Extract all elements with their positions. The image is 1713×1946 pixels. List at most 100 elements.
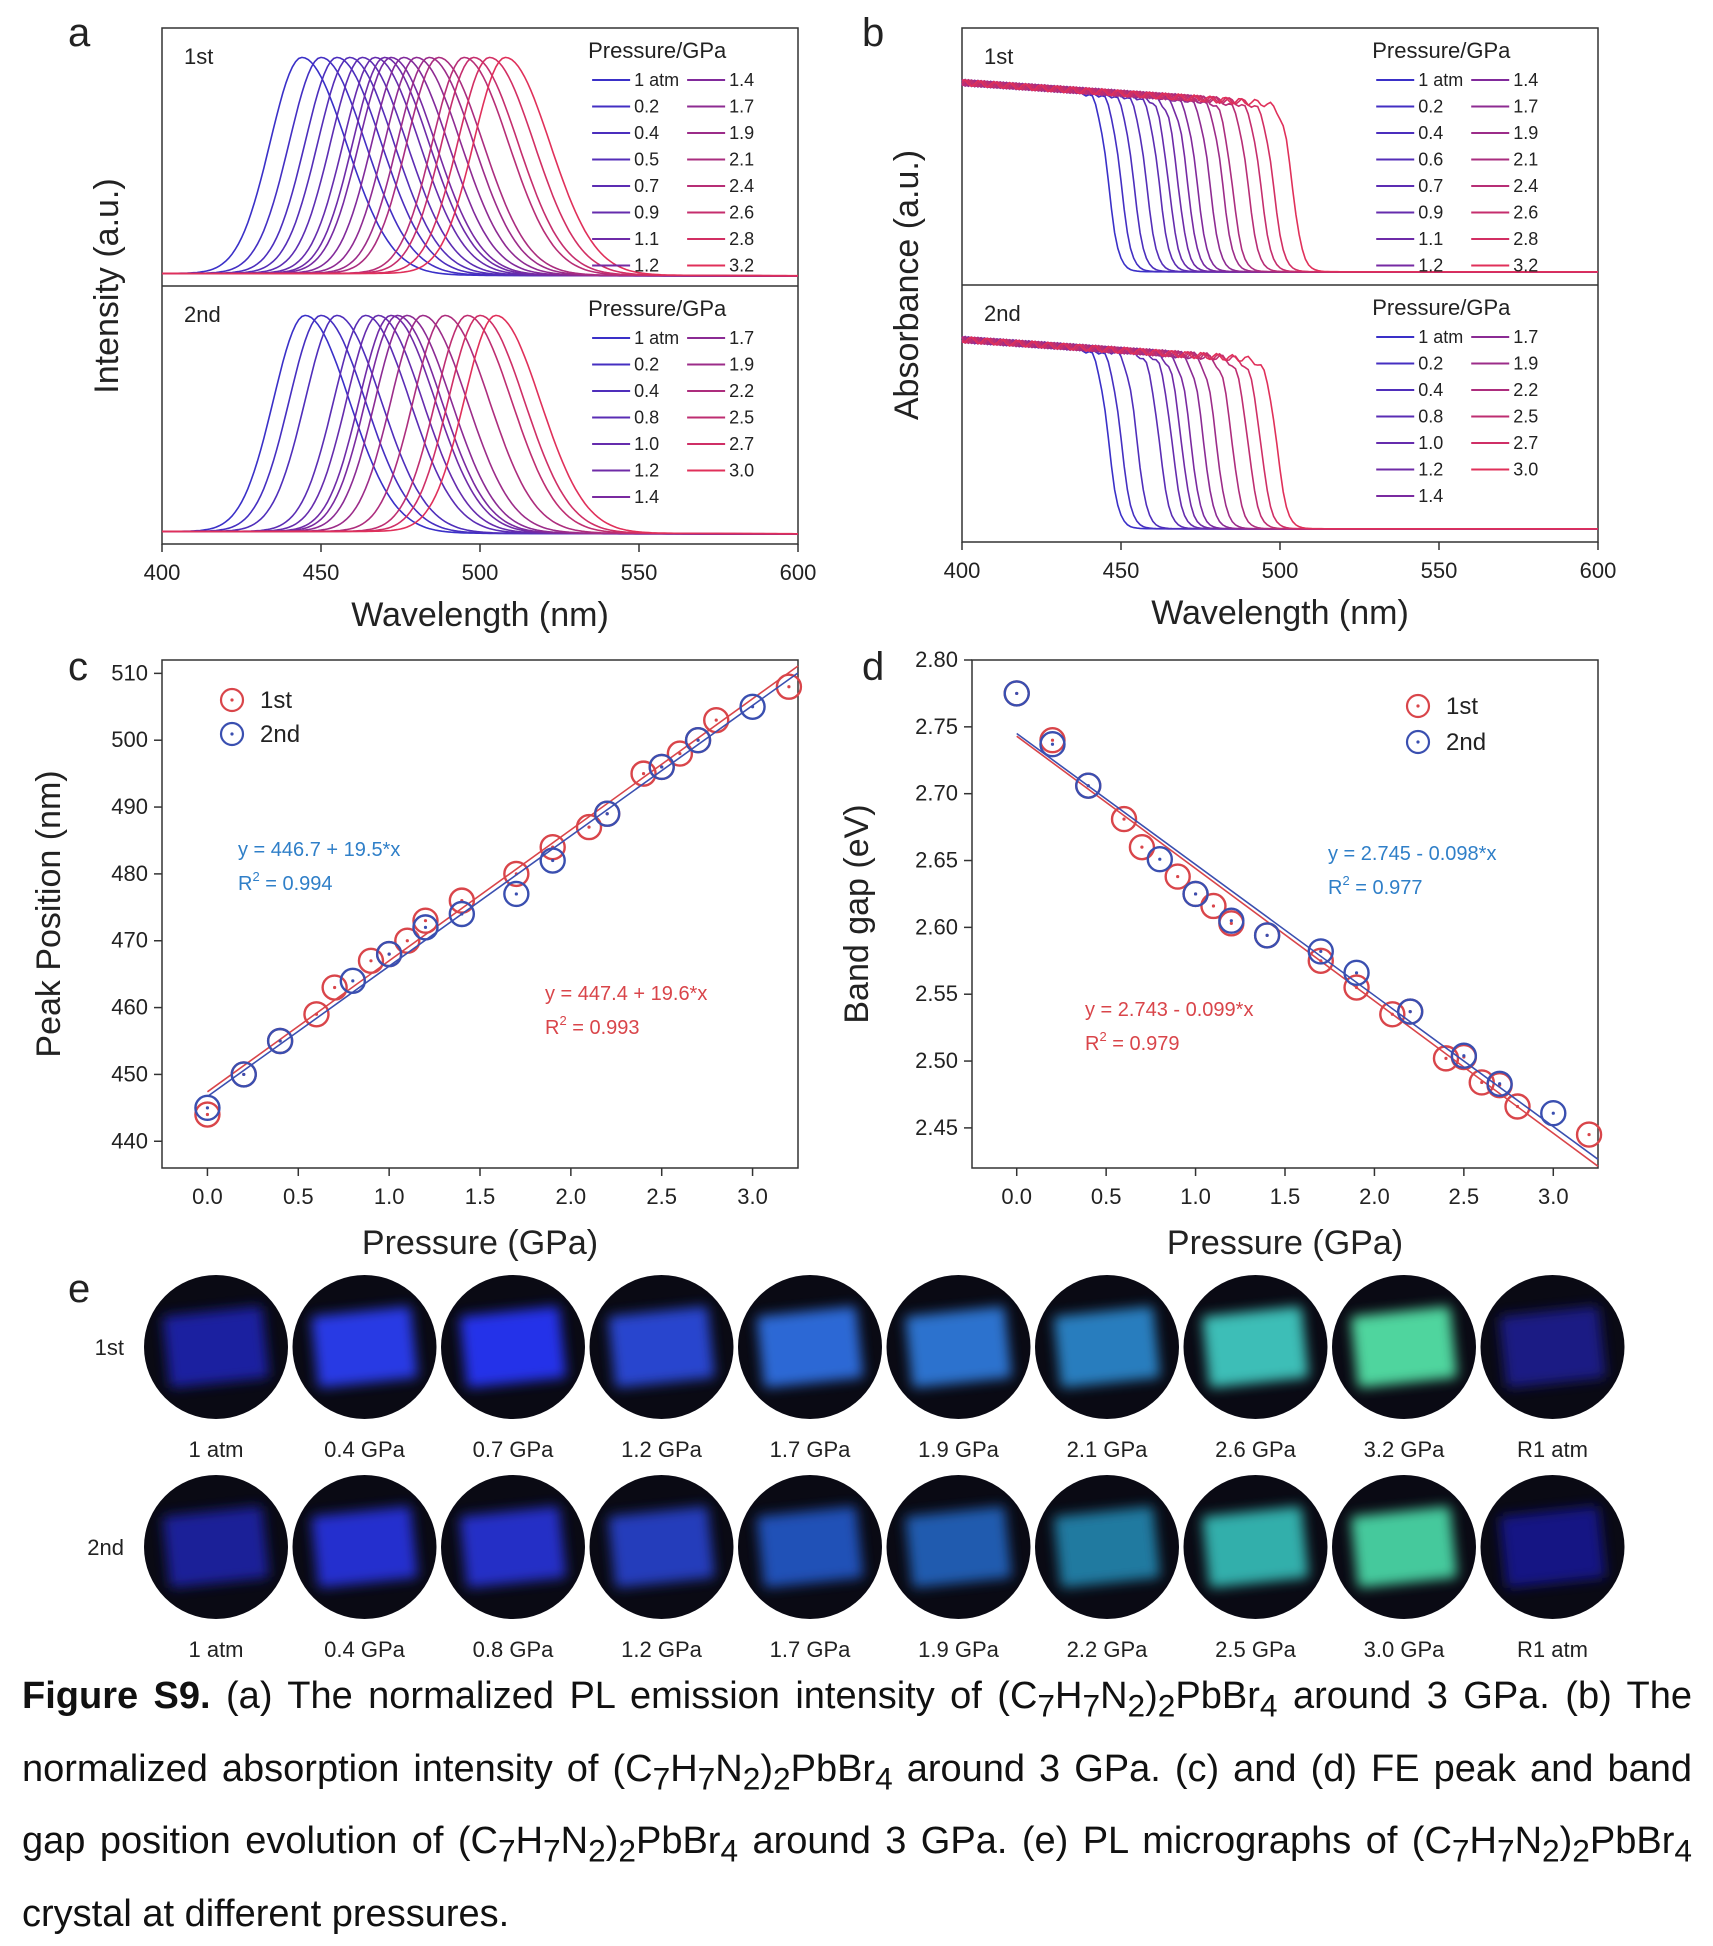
data-point xyxy=(666,740,694,767)
subpanel-tag: 1st xyxy=(984,44,1013,69)
series-line-2nd-3 xyxy=(961,335,1598,530)
x-tick-label: 2.0 xyxy=(556,1184,587,1209)
data-point-center xyxy=(1140,845,1144,849)
y-tick-label: 470 xyxy=(111,928,148,953)
panel-d: d 0.0 0.5 1.0 1.5 2.0 2.5 3.0 2.45 2.50 2.55 2.60 2.… xyxy=(838,645,1603,1262)
legend-entry: 2.2 xyxy=(729,381,754,401)
x-tick-label: 2.0 xyxy=(1359,1184,1390,1209)
legend-entry: 0.2 xyxy=(634,355,659,375)
legend-entry: 2.2 xyxy=(1513,380,1538,400)
crystal-glow xyxy=(459,1506,567,1588)
micrograph-label: 1.9 GPa xyxy=(918,1637,999,1660)
data-point-center xyxy=(1176,874,1180,879)
crystal-glow xyxy=(608,1506,715,1588)
fit-r2: R2 = 0.993 xyxy=(545,1013,640,1039)
legend-marker xyxy=(219,687,245,713)
micrograph-label: 1.7 GPa xyxy=(770,1437,851,1462)
series-line-1st-11 xyxy=(961,79,1598,273)
series-line-1st-15 xyxy=(162,56,798,277)
legend-entry: 0.7 xyxy=(1418,176,1443,196)
x-tick-label: 600 xyxy=(1580,558,1617,583)
data-point-center xyxy=(1354,971,1359,975)
data-point xyxy=(1039,731,1066,758)
data-point xyxy=(1128,833,1156,861)
micrograph-label: R1 atm xyxy=(1517,1437,1588,1462)
legend-entry: 1.0 xyxy=(634,434,659,454)
data-point xyxy=(303,1001,330,1028)
data-point xyxy=(448,900,476,928)
plot-frame xyxy=(971,659,1599,1169)
x-tick-label: 450 xyxy=(303,560,340,585)
fit-r2: R2 = 0.994 xyxy=(238,869,333,895)
series-line-2nd-4 xyxy=(961,336,1598,530)
legend-entry: 2.4 xyxy=(729,176,754,196)
x-tick-label: 550 xyxy=(1421,558,1458,583)
crystal-glow xyxy=(1499,1306,1606,1388)
legend-entry: 0.4 xyxy=(1418,123,1443,143)
x-tick-label: 3.0 xyxy=(1538,1184,1569,1209)
legend-entry: 0.2 xyxy=(1418,354,1443,374)
data-point-center xyxy=(205,1112,210,1117)
legend-title: Pressure/GPa xyxy=(1372,38,1511,63)
data-point xyxy=(739,693,766,720)
data-point xyxy=(1200,892,1227,920)
subpanel-tag: 2nd xyxy=(984,301,1021,326)
data-point-center xyxy=(242,1072,246,1077)
data-point-center xyxy=(1122,817,1126,821)
data-point xyxy=(1307,947,1334,974)
crystal-glow xyxy=(905,1506,1012,1588)
data-point xyxy=(1486,1070,1513,1097)
legend-entry: 1.4 xyxy=(1418,486,1443,506)
legend-entry: 3.2 xyxy=(1513,256,1538,276)
y-tick-label: 2.65 xyxy=(915,848,958,873)
micrograph-label: 1.9 GPa xyxy=(918,1437,999,1462)
crystal-glow xyxy=(1499,1506,1606,1588)
x-tick-label: 400 xyxy=(944,558,981,583)
y-tick-label: 2.80 xyxy=(915,647,958,672)
plot-frame xyxy=(161,659,799,1169)
data-point-center xyxy=(314,1012,319,1016)
legend-entry: 1.2 xyxy=(634,256,659,276)
legend-entry: 1.1 xyxy=(1418,229,1443,249)
subpanel-2nd: 2nd Pressure/GPa 1 atm 0.2 0.4 0.8 1.0 1.2 1.4 1.… xyxy=(162,296,798,535)
micrograph-label: 2.1 GPa xyxy=(1067,1437,1148,1462)
data-point-center xyxy=(750,705,755,709)
legend-title: Pressure/GPa xyxy=(588,296,727,321)
legend-entry: 0.9 xyxy=(1418,203,1443,223)
series-line-1st-12 xyxy=(961,79,1598,273)
data-point xyxy=(230,1061,257,1088)
micrograph-row-2nd: 2nd 1 atm 0.4 GPa 0.8 GPa 1.2 GPa 1.7 GPa 1.9 … xyxy=(87,1475,1625,1660)
micrograph-label: 0.4 GPa xyxy=(324,1437,405,1462)
data-point-center xyxy=(205,1106,210,1110)
micrograph-label: 3.2 GPa xyxy=(1364,1437,1445,1462)
legend-entry: 2.4 xyxy=(1513,176,1538,196)
data-point xyxy=(1164,863,1191,890)
legend-marker-center xyxy=(1416,704,1420,708)
micrograph-label: 1.2 GPa xyxy=(621,1437,702,1462)
data-point xyxy=(1432,1045,1460,1072)
x-tick-label: 450 xyxy=(1103,558,1140,583)
y-tick-label: 500 xyxy=(111,727,148,752)
subpanel-tag: 2nd xyxy=(184,302,221,327)
data-point-center xyxy=(1319,959,1323,963)
data-point xyxy=(684,727,712,754)
legend-marker xyxy=(1405,729,1431,755)
data-point xyxy=(412,907,439,934)
micrograph: 3.0 GPa xyxy=(1332,1475,1476,1660)
data-point-center xyxy=(1319,949,1323,954)
legend-entry: 0.7 xyxy=(634,176,659,196)
series-line-1st-1 xyxy=(961,79,1598,273)
micrograph: 2.2 GPa xyxy=(1035,1475,1179,1660)
data-point-center xyxy=(1193,892,1198,896)
row-tag: 1st xyxy=(95,1335,124,1360)
series-2nd: 2nd y = 446.7 + 19.5*x R2 = 0.994 xyxy=(194,672,799,1122)
data-point-center xyxy=(333,985,337,990)
data-point xyxy=(1504,1093,1531,1120)
micrograph: 2.6 GPa xyxy=(1183,1275,1328,1462)
subpanel-tag: 1st xyxy=(184,44,213,69)
series-line-1st-2 xyxy=(961,78,1598,273)
y-axis-label: Intensity (a.u.) xyxy=(88,178,126,393)
y-tick-label: 2.55 xyxy=(915,981,958,1006)
micrograph: R1 atm xyxy=(1480,1275,1625,1462)
legend-entry: 2.1 xyxy=(1513,150,1538,170)
